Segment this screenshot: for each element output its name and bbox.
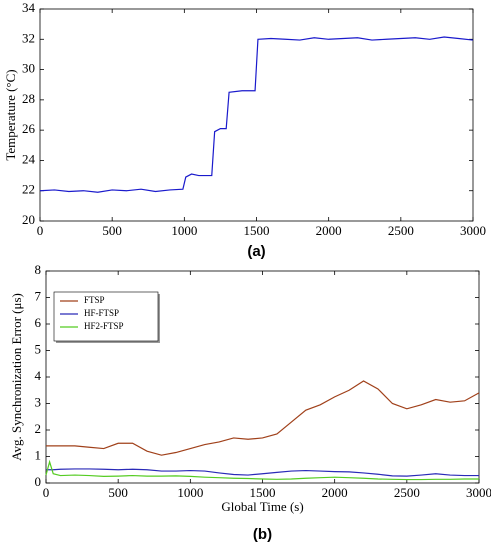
y-tick-label: 6 xyxy=(35,315,42,330)
y-tick-label: 24 xyxy=(22,151,36,166)
y-tick-label: 7 xyxy=(35,288,42,303)
x-tick-label: 2500 xyxy=(394,485,420,500)
x-tick-label: 500 xyxy=(108,485,128,500)
y-tick-label: 22 xyxy=(22,182,35,197)
y-tick-label: 26 xyxy=(22,121,36,136)
x-tick-label: 2000 xyxy=(316,223,342,238)
legend-label: FTSP xyxy=(84,295,105,305)
x-tick-label: 2500 xyxy=(388,223,414,238)
y-axis-label: Temperature (°C) xyxy=(3,69,18,160)
y-tick-label: 30 xyxy=(22,61,35,76)
data-line xyxy=(46,380,480,456)
y-axis-label: Avg. Synchronization Error (μs) xyxy=(9,293,24,461)
y-tick-label: 5 xyxy=(35,341,42,356)
x-tick-label: 500 xyxy=(102,223,122,238)
data-line xyxy=(39,36,474,193)
caption: (a) xyxy=(247,243,265,260)
caption: (b) xyxy=(253,526,272,543)
y-tick-label: 3 xyxy=(35,394,42,409)
legend-label: HF-FTSP xyxy=(84,308,119,318)
plot-frame xyxy=(39,8,474,222)
y-tick-label: 34 xyxy=(22,0,36,15)
x-tick-label: 1500 xyxy=(244,223,270,238)
legend-label: HF2-FTSP xyxy=(84,321,124,331)
y-tick-label: 0 xyxy=(35,474,42,489)
x-tick-label: 3000 xyxy=(466,485,491,500)
x-tick-label: 1000 xyxy=(177,485,203,500)
y-tick-label: 8 xyxy=(35,262,42,277)
y-tick-label: 4 xyxy=(35,368,42,383)
x-tick-label: 0 xyxy=(43,485,50,500)
y-tick-label: 32 xyxy=(22,30,35,45)
x-tick-label: 3000 xyxy=(460,223,486,238)
data-line xyxy=(46,468,479,477)
x-tick-label: 2000 xyxy=(322,485,348,500)
x-tick-label: 1500 xyxy=(250,485,276,500)
y-tick-label: 28 xyxy=(22,91,35,106)
x-tick-label: 0 xyxy=(37,223,44,238)
y-tick-label: 2 xyxy=(35,421,42,436)
legend xyxy=(53,291,159,342)
y-tick-label: 1 xyxy=(35,447,42,462)
x-axis-label: Global Time (s) xyxy=(221,499,303,514)
data-line xyxy=(45,459,479,481)
y-tick-label: 20 xyxy=(22,212,35,227)
x-tick-label: 1000 xyxy=(171,223,197,238)
